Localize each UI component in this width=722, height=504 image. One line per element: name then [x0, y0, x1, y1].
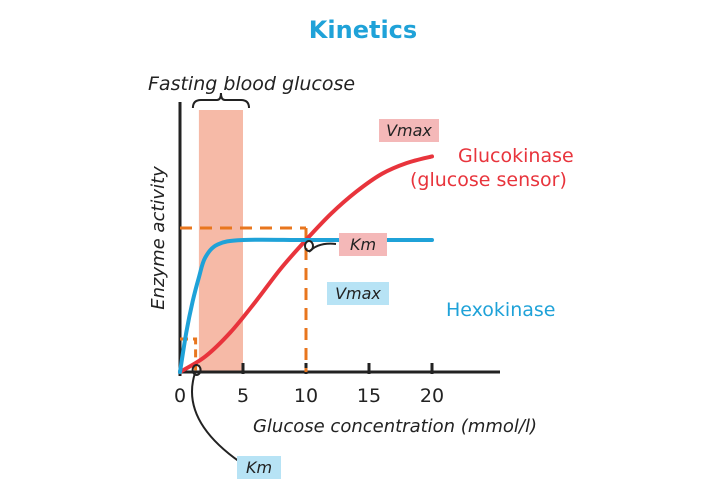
glucokinase-km-box [339, 233, 387, 256]
glucokinase-vmax-label: Vmax [386, 121, 432, 140]
hexokinase-series-label: Hexokinase [446, 299, 555, 321]
hexokinase-line [178, 237, 434, 374]
fasting-brace-icon [191, 92, 250, 109]
hexokinase-km-label: Km [246, 458, 272, 477]
x-tick-label: 10 [294, 385, 318, 407]
chart-title: Kinetics [309, 16, 417, 44]
fasting-band-label: Fasting blood glucose [148, 73, 355, 95]
hexokinase-vmax-label: Vmax [335, 284, 381, 303]
x-tick-label: 0 [174, 385, 186, 407]
hexokinase-km-marker [191, 364, 202, 376]
x-axis-label: Glucose concentration (mmol/l) [253, 416, 537, 437]
x-tick-label: 5 [237, 385, 249, 407]
y-axis-label: Enzyme activity [148, 166, 169, 310]
x-tick-label: 20 [420, 385, 444, 407]
glucokinase-km-leader [308, 242, 337, 253]
glucokinase-km-label: Km [350, 235, 376, 254]
hexokinase-vmax-box [327, 282, 389, 305]
hexokinase-km-leader [191, 372, 241, 463]
glucokinase-vmax-box [379, 119, 439, 142]
x-tick-label: 15 [357, 385, 381, 407]
hexokinase-km-box [237, 456, 281, 479]
glucokinase-series-label: Glucokinase [458, 145, 574, 167]
glucokinase-series-sublabel: (glucose sensor) [410, 169, 567, 191]
